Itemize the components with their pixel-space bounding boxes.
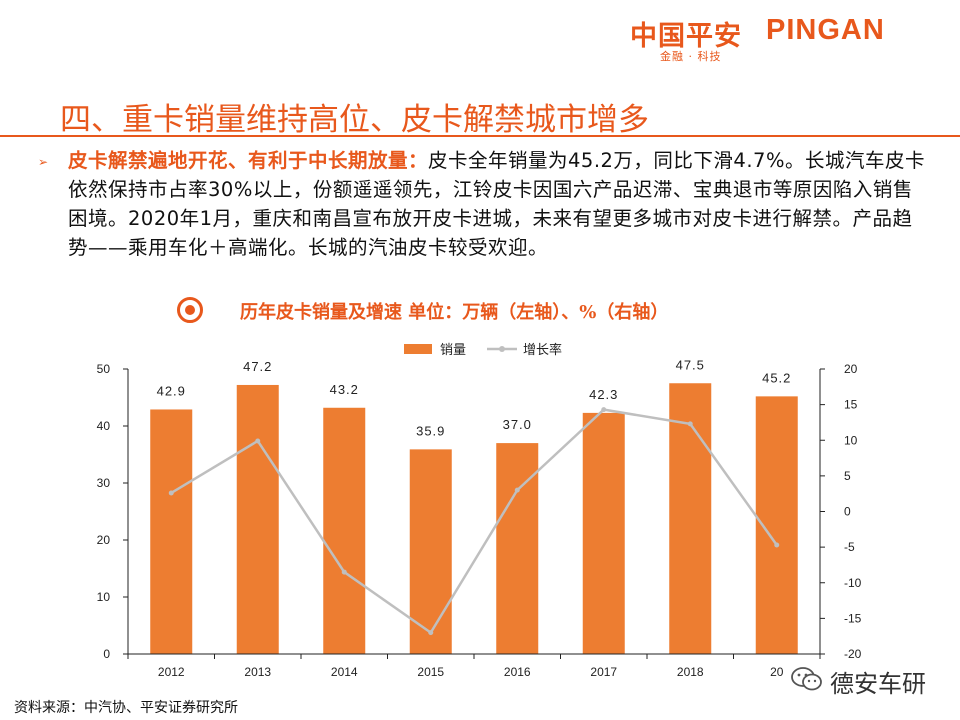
x-tick-label-2017: 2017 [590, 665, 617, 679]
watermark-text: 德安车研 [830, 670, 926, 698]
left-tick-label-30: 30 [97, 476, 111, 490]
growth-point-2014 [341, 569, 347, 575]
growth-point-2018 [687, 421, 693, 427]
bar-label-2018: 47.5 [676, 357, 705, 372]
left-tick-label-0: 0 [103, 647, 110, 661]
slide-title: 四、重卡销量维持高位、皮卡解禁城市增多 [60, 102, 649, 138]
left-tick-label-20: 20 [97, 533, 111, 547]
bar-2013 [236, 384, 279, 654]
x-tick-label-2013: 2013 [244, 665, 271, 679]
bar-2018 [669, 383, 712, 654]
right-tick-label--15: -15 [844, 611, 862, 625]
target-icon [177, 297, 203, 323]
right-tick-label--10: -10 [844, 576, 862, 590]
x-tick-label-2016: 2016 [504, 665, 531, 679]
growth-point-2019 [774, 542, 780, 548]
paragraph-highlight: 皮卡解禁遍地开花、有利于中长期放量： [68, 149, 429, 172]
bar-label-2013: 47.2 [243, 359, 272, 374]
right-tick-label-5: 5 [844, 469, 851, 483]
bar-series [150, 383, 798, 654]
title-divider [0, 135, 960, 137]
bar-label-2012: 42.9 [157, 383, 186, 398]
bar-label-2019: 45.2 [762, 370, 791, 385]
bar-label-2015: 35.9 [416, 423, 445, 438]
wechat-icon [791, 667, 822, 691]
growth-point-2017 [601, 407, 607, 413]
right-tick-label--20: -20 [844, 647, 862, 661]
bar-2014 [323, 407, 366, 654]
arrow-bullet-icon: ➢ [38, 155, 49, 169]
growth-point-2016 [514, 487, 520, 493]
chart-caption: 历年皮卡销量及增速 单位：万辆（左轴）、%（右轴） [240, 302, 669, 323]
growth-point-2015 [428, 630, 434, 636]
legend-label-sales: 销量 [440, 343, 466, 358]
x-tick-label-2015: 2015 [417, 665, 444, 679]
chart-axes: 0 10 20 30 40 50 -20 -15 -10 -5 0 5 10 15 20 2012 2013 20… [97, 362, 862, 679]
legend-swatch-sales [404, 344, 432, 354]
right-tick-label--5: -5 [844, 540, 855, 554]
right-tick-label-10: 10 [844, 433, 858, 447]
bar-value-labels: 42.9 47.2 43.2 35.9 37.0 42.3 47.5 45.2 [157, 357, 791, 438]
bar-2017 [582, 412, 625, 654]
x-tick-label-2019: 20 [770, 665, 784, 679]
left-tick-label-50: 50 [97, 362, 111, 376]
legend-label-growth: 增长率 [523, 342, 562, 358]
legend-marker-growth [499, 346, 505, 352]
paragraph-body: 皮卡全年销量为45.2万，同比下滑4.7%。长城汽车皮卡依然保持市占率30%以上… [68, 149, 925, 259]
x-tick-label-2012: 2012 [158, 665, 185, 679]
bar-label-2016: 37.0 [503, 417, 532, 432]
growth-point-2012 [168, 490, 174, 496]
growth-point-2013 [255, 438, 261, 444]
growth-rate-line [170, 408, 778, 635]
chart-legend: 销量 增长率 [404, 342, 562, 358]
right-tick-label-0: 0 [844, 505, 851, 519]
bar-2012 [150, 409, 193, 654]
right-tick-label-15: 15 [844, 398, 858, 412]
line-series [168, 407, 780, 636]
bar-label-2014: 43.2 [330, 382, 359, 397]
brand-logo-en: PINGAN [766, 14, 885, 46]
brand-logo-cn: 中国平安 [630, 21, 742, 52]
right-tick-label-20: 20 [844, 362, 858, 376]
source-note: 资料来源：中汽协、平安证券研究所 [14, 700, 238, 716]
bar-label-2017: 42.3 [589, 387, 618, 402]
x-tick-label-2018: 2018 [677, 665, 704, 679]
summary-paragraph: 皮卡解禁遍地开花、有利于中长期放量：皮卡全年销量为45.2万，同比下滑4.7%。… [68, 146, 928, 262]
left-tick-label-10: 10 [97, 590, 111, 604]
left-tick-label-40: 40 [97, 419, 111, 433]
brand-tagline: 金融 · 科技 [660, 50, 722, 63]
x-tick-label-2014: 2014 [331, 665, 358, 679]
bar-2015 [409, 449, 452, 654]
